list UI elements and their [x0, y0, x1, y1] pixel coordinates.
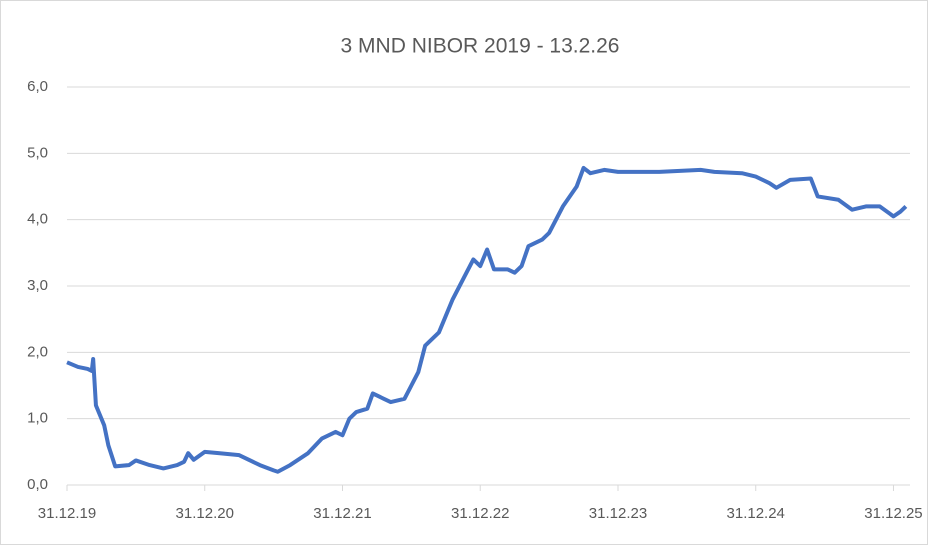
line	[66, 165, 908, 474]
x-tick-label: 31.12.24	[727, 505, 785, 522]
x-tick-label: 31.12.21	[313, 505, 371, 522]
x-tick-label: 31.12.20	[176, 505, 234, 522]
y-tick-label: 4,0	[27, 211, 48, 228]
y-tick-label: 2,0	[27, 343, 48, 360]
y-tick-label: 5,0	[27, 144, 48, 161]
chart-title: 3 MND NIBOR 2019 - 13.2.26	[341, 35, 620, 58]
y-tick-label: 0,0	[27, 476, 48, 493]
y-tick-label: 6,0	[27, 78, 48, 95]
y-tick-label: 3,0	[27, 277, 48, 294]
x-tick-label: 31.12.25	[864, 505, 922, 522]
y-tick-label: 1,0	[27, 410, 48, 427]
x-tick-label: 31.12.23	[589, 505, 647, 522]
x-tick-label: 31.12.19	[38, 505, 96, 522]
x-tick-label: 31.12.22	[451, 505, 509, 522]
